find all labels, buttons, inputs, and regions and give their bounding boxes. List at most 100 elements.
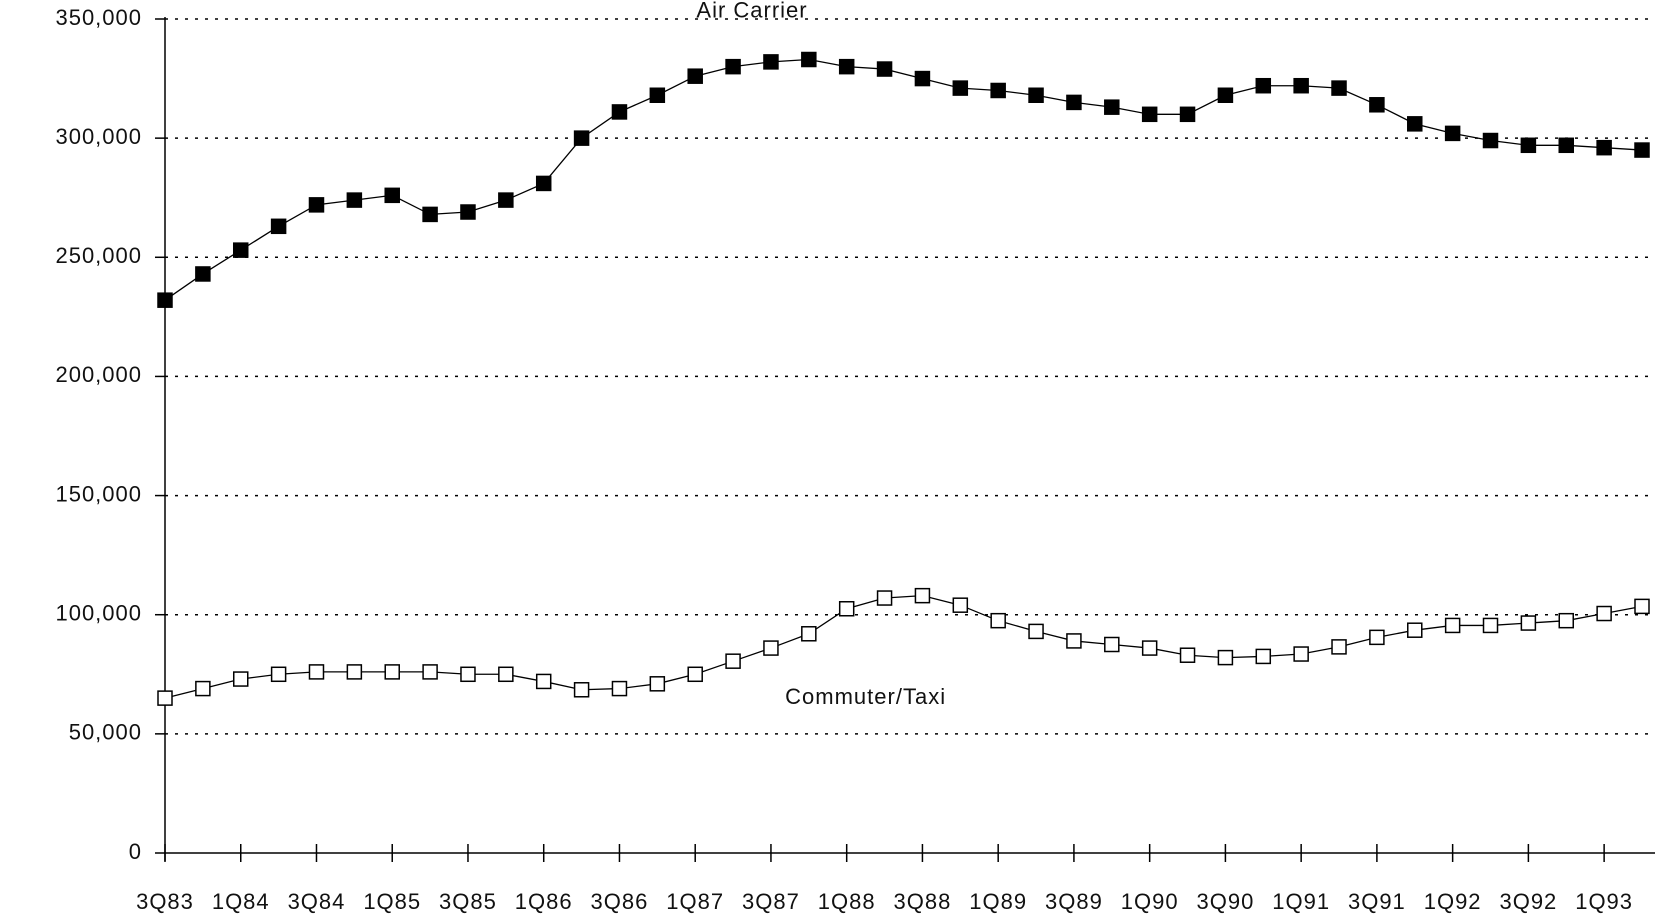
x-tick-label: 1Q88 <box>818 889 876 914</box>
data-point <box>157 690 173 706</box>
series-line <box>164 594 1643 699</box>
data-point <box>1482 617 1499 634</box>
y-tick-label: 350,000 <box>55 5 142 30</box>
x-tick-label: 1Q85 <box>363 889 421 914</box>
data-point <box>1141 640 1158 656</box>
data-point <box>611 104 628 120</box>
data-point <box>1255 77 1272 94</box>
data-point <box>460 666 476 683</box>
data-point <box>232 671 249 687</box>
x-tick-label: 3Q88 <box>894 889 952 914</box>
data-point <box>1028 623 1044 640</box>
data-point <box>535 673 552 690</box>
data-point <box>535 175 552 192</box>
x-tick-label: 1Q84 <box>212 889 270 914</box>
data-point <box>1520 137 1537 154</box>
data-point <box>687 666 703 683</box>
data-point <box>1331 80 1347 96</box>
data-point <box>460 204 476 220</box>
data-point <box>1104 99 1120 115</box>
data-point <box>838 58 855 75</box>
data-point <box>1596 605 1612 622</box>
data-point <box>498 192 514 208</box>
data-point <box>687 68 703 84</box>
data-point <box>990 82 1006 99</box>
data-point <box>422 664 438 680</box>
x-tick-label: 1Q87 <box>666 889 724 914</box>
data-point <box>1179 647 1196 663</box>
data-point <box>422 206 438 223</box>
data-point <box>611 680 628 697</box>
x-tick-label: 3Q84 <box>288 889 346 914</box>
data-point <box>1520 615 1537 631</box>
data-point <box>384 664 400 680</box>
data-point <box>801 626 817 642</box>
data-point <box>1596 139 1612 156</box>
data-point <box>1407 622 1423 638</box>
data-point <box>1293 646 1309 662</box>
data-point <box>1293 77 1309 94</box>
x-tick-label: 3Q91 <box>1348 889 1406 914</box>
y-tick-label: 100,000 <box>55 601 142 626</box>
y-tick-label: 200,000 <box>55 362 142 387</box>
data-point <box>346 192 363 208</box>
y-tick-label: 0 <box>129 839 142 864</box>
x-tick-label: 1Q86 <box>515 889 573 914</box>
data-point <box>1369 629 1385 646</box>
series-label: Air Carrier <box>696 0 807 23</box>
x-tick-label: 1Q90 <box>1121 889 1179 914</box>
data-point <box>1407 116 1423 132</box>
data-point <box>1482 132 1499 149</box>
data-point <box>763 54 779 70</box>
data-point <box>573 682 590 698</box>
data-point <box>952 80 969 96</box>
data-point <box>308 197 325 213</box>
x-tick-label: 1Q93 <box>1575 889 1633 914</box>
data-point <box>1217 649 1234 666</box>
x-tick-label: 3Q85 <box>439 889 497 914</box>
x-tick-label: 3Q89 <box>1045 889 1103 914</box>
series-label: Commuter/Taxi <box>785 684 946 709</box>
data-point <box>498 666 514 683</box>
data-point <box>308 664 325 680</box>
y-tick-label: 150,000 <box>55 481 142 506</box>
data-point <box>1634 598 1650 615</box>
data-point <box>763 640 779 656</box>
data-point <box>157 292 173 308</box>
y-tick-label: 250,000 <box>55 243 142 268</box>
data-point <box>1444 617 1461 634</box>
x-tick-label: 3Q90 <box>1196 889 1254 914</box>
x-tick-label: 3Q87 <box>742 889 800 914</box>
data-point <box>1028 87 1044 104</box>
data-point <box>649 676 666 692</box>
y-tick-label: 50,000 <box>69 720 142 745</box>
data-point <box>1369 97 1385 113</box>
data-point <box>1179 106 1196 123</box>
data-point <box>1141 106 1158 123</box>
data-point <box>1066 633 1082 649</box>
data-point <box>270 666 287 683</box>
x-tick-label: 1Q91 <box>1272 889 1330 914</box>
data-point <box>1331 639 1347 655</box>
data-point <box>725 653 741 669</box>
x-tick-label: 1Q89 <box>969 889 1027 914</box>
data-point <box>346 664 363 680</box>
data-point <box>876 590 893 606</box>
data-point <box>990 612 1006 629</box>
data-point <box>1444 125 1461 142</box>
data-point <box>384 187 400 204</box>
data-point <box>914 70 931 87</box>
data-point <box>1558 137 1575 154</box>
data-point <box>1255 648 1272 665</box>
data-point <box>232 242 249 258</box>
data-point <box>838 601 855 617</box>
data-point <box>1104 636 1120 653</box>
data-point <box>573 130 590 146</box>
x-tick-label: 3Q86 <box>591 889 649 914</box>
data-point <box>1558 612 1575 629</box>
data-point <box>952 597 969 613</box>
series-line <box>164 58 1643 301</box>
x-tick-label: 3Q83 <box>136 889 194 914</box>
data-point <box>876 61 893 77</box>
x-tick-label: 3Q92 <box>1499 889 1557 914</box>
